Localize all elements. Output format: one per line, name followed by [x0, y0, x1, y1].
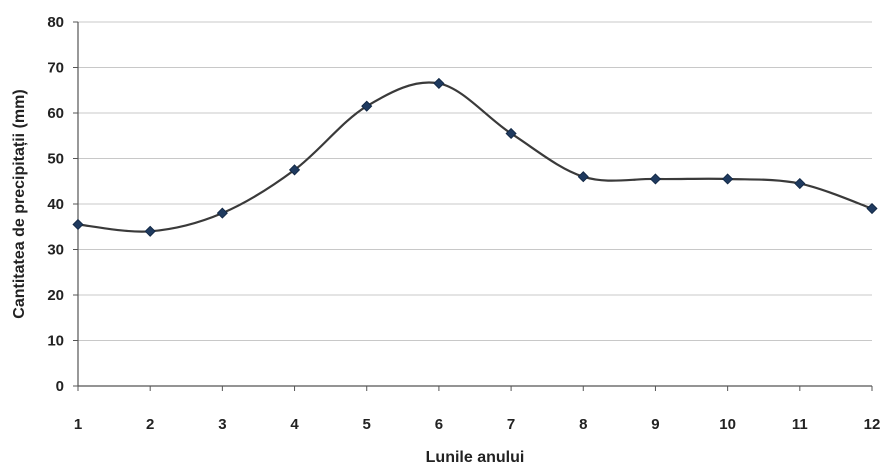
- x-tick-labels: 1 2 3 4 5 6 7 8 9 10 11 12: [74, 416, 881, 433]
- data-point-10: [722, 173, 734, 185]
- data-point-6: [433, 77, 445, 89]
- x-tick-label-1: 1: [74, 416, 82, 433]
- data-series: [72, 77, 878, 237]
- x-tick-label-8: 8: [579, 416, 587, 433]
- x-tick-label-2: 2: [146, 416, 154, 433]
- data-point-12: [866, 202, 878, 215]
- data-point-7: [505, 127, 517, 140]
- y-tick-label-50: 50: [47, 151, 64, 168]
- data-point-4: [288, 164, 301, 176]
- y-tick-labels: 0 10 20 30 40 50 60 70 80: [47, 14, 64, 395]
- x-tick-label-9: 9: [651, 416, 659, 433]
- y-tick-label-80: 80: [47, 14, 64, 31]
- y-tick-label-60: 60: [47, 105, 64, 122]
- data-point-2: [144, 225, 156, 237]
- x-tick-label-10: 10: [719, 416, 736, 433]
- x-tick-label-3: 3: [218, 416, 226, 433]
- x-tick-label-7: 7: [507, 416, 515, 433]
- axes: [73, 21, 873, 391]
- data-point-1: [72, 218, 84, 231]
- x-tick-label-4: 4: [290, 416, 299, 433]
- y-tick-label-70: 70: [47, 60, 64, 77]
- gridlines: [78, 21, 872, 341]
- series-line-0: [77, 81, 873, 233]
- data-point-8: [577, 171, 589, 183]
- data-point-9: [649, 173, 662, 185]
- x-tick-label-5: 5: [363, 416, 371, 433]
- y-tick-label-0: 0: [56, 378, 64, 395]
- y-tick-label-30: 30: [47, 242, 64, 259]
- x-tick-label-6: 6: [435, 416, 443, 433]
- x-tick-label-11: 11: [792, 416, 808, 433]
- data-point-3: [216, 207, 228, 219]
- y-tick-label-20: 20: [47, 287, 64, 304]
- y-tick-label-10: 10: [47, 333, 64, 350]
- x-tick-label-12: 12: [864, 416, 881, 433]
- y-tick-label-40: 40: [47, 196, 64, 213]
- data-point-11: [794, 177, 806, 190]
- y-axis-title: Cantitatea de precipitații (mm): [11, 89, 28, 318]
- x-axis-title: Lunile anului: [426, 449, 525, 466]
- data-point-5: [361, 100, 373, 112]
